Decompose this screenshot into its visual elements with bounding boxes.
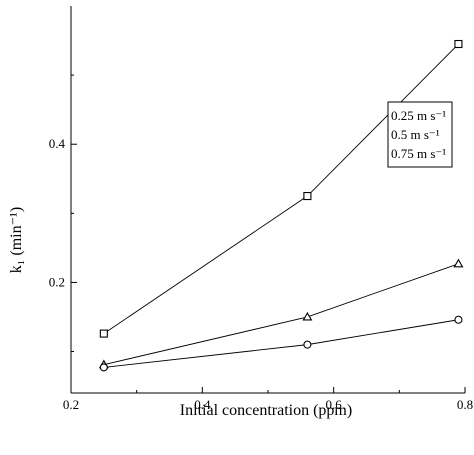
series-circle <box>99 315 463 372</box>
y-tick-label: 0.2 <box>49 274 65 289</box>
triangle-marker <box>453 258 464 268</box>
x-axis-label: Initial concentration (ppm) <box>180 402 352 419</box>
circle-marker <box>454 315 463 324</box>
circle-marker <box>303 340 312 349</box>
square-marker <box>99 329 108 338</box>
series-line <box>103 263 459 366</box>
legend: 0.25 m s⁻¹ 0.5 m s⁻¹ 0.75 m s⁻¹ <box>387 101 453 168</box>
legend-box <box>387 101 453 168</box>
axes: 0.2 0.4 0.6 0.8 0.2 0.4 <box>49 6 473 412</box>
series-layer <box>98 39 464 372</box>
legend-entry: 0.25 m s⁻¹ <box>391 108 446 123</box>
legend-entry: 0.5 m s⁻¹ <box>391 127 440 142</box>
series-square <box>99 39 463 338</box>
x-tick-label: 0.4 <box>194 397 211 412</box>
square-marker <box>303 191 312 201</box>
x-tick-label: 0.2 <box>63 397 79 412</box>
series-line <box>103 319 459 368</box>
y-axis-label: k₁ (min⁻¹) <box>8 207 25 273</box>
square-marker <box>454 39 463 49</box>
circle-marker <box>99 363 108 372</box>
triangle-marker <box>302 311 313 321</box>
x-tick-label: 0.8 <box>457 397 473 412</box>
series-triangle <box>98 258 464 369</box>
y-tick-label: 0.4 <box>49 136 66 151</box>
legend-entry: 0.75 m s⁻¹ <box>391 146 446 161</box>
series-line <box>103 43 459 334</box>
x-tick-label: 0.6 <box>326 397 343 412</box>
